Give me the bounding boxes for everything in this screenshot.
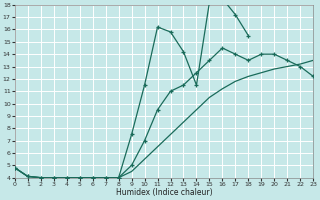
X-axis label: Humidex (Indice chaleur): Humidex (Indice chaleur)	[116, 188, 212, 197]
